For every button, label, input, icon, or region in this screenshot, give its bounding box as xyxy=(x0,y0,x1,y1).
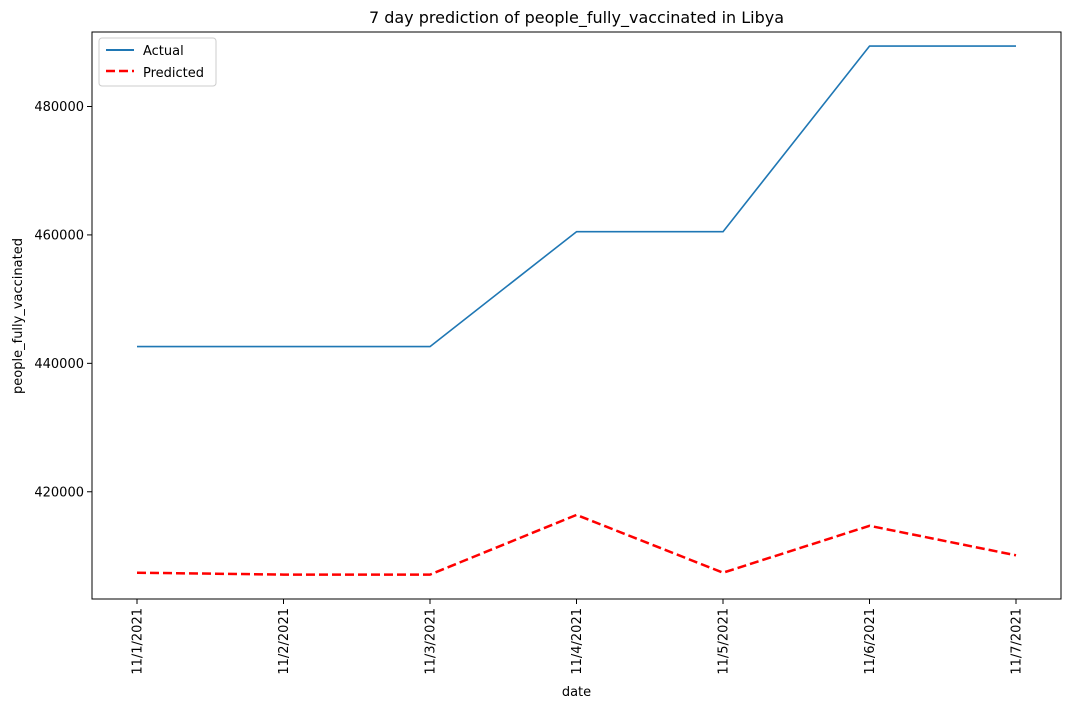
y-axis: 420000 440000 460000 480000 xyxy=(34,100,92,500)
x-tick-label: 11/1/2021 xyxy=(131,608,146,675)
x-tick-label: 11/2/2021 xyxy=(277,608,292,675)
legend-label-actual: Actual xyxy=(143,44,184,59)
legend: Actual Predicted xyxy=(98,37,217,87)
y-tick-label: 440000 xyxy=(34,357,84,372)
legend-label-predicted: Predicted xyxy=(143,66,204,81)
x-tick-label: 11/4/2021 xyxy=(570,608,585,675)
x-tick-label: 11/5/2021 xyxy=(717,608,732,675)
y-tick-label: 420000 xyxy=(34,485,84,500)
x-tick-label: 11/7/2021 xyxy=(1010,608,1025,675)
series-line-actual xyxy=(137,45,1016,348)
plot-area-frame xyxy=(91,31,1062,600)
x-axis: 11/1/2021 11/2/2021 11/3/2021 11/4/2021 11/5… xyxy=(131,599,1025,675)
y-axis-label: people_fully_vaccinated xyxy=(11,238,26,394)
y-tick-label: 460000 xyxy=(34,228,84,243)
x-tick-label: 11/3/2021 xyxy=(424,608,439,675)
x-axis-label: date xyxy=(562,685,591,700)
x-tick-label: 11/6/2021 xyxy=(863,608,878,675)
series-layer xyxy=(136,45,1017,576)
chart-title: 7 day prediction of people_fully_vaccina… xyxy=(369,8,784,28)
y-tick-label: 480000 xyxy=(34,100,84,115)
series-line-predicted xyxy=(136,513,1017,576)
